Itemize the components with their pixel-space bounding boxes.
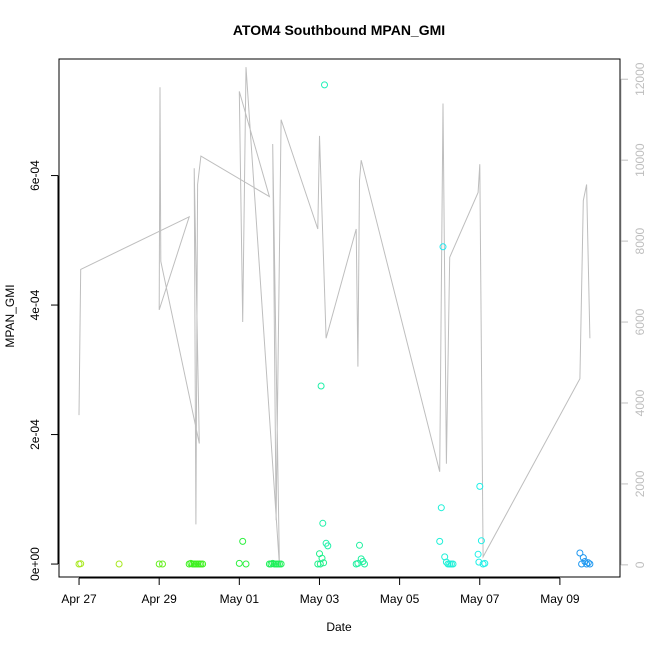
x-tick-label: May 01 xyxy=(220,592,260,606)
y-axis-left: 0e+00 2e-04 4e-04 6e-04 xyxy=(28,160,59,581)
data-point xyxy=(583,560,591,568)
data-point xyxy=(579,554,587,562)
y-axis-label: MPAN_GMI xyxy=(3,284,17,347)
data-point xyxy=(324,542,332,550)
x-tick-label: May 07 xyxy=(460,592,500,606)
data-point xyxy=(449,560,457,568)
y-tick-label: 4e-04 xyxy=(28,289,42,320)
data-point xyxy=(321,81,328,89)
data-point xyxy=(199,560,207,568)
data-point xyxy=(481,559,489,567)
x-tick-label: May 03 xyxy=(300,592,340,606)
data-point xyxy=(477,537,485,545)
data-point xyxy=(584,559,592,567)
data-point xyxy=(239,537,247,545)
y2-tick-label: 2000 xyxy=(633,470,647,497)
chart-title: ATOM4 Southbound MPAN_GMI xyxy=(233,22,445,38)
data-point xyxy=(474,550,482,558)
data-point xyxy=(576,549,584,557)
y2-tick-label: 0 xyxy=(633,561,647,568)
data-point xyxy=(356,541,363,549)
data-point xyxy=(361,560,368,568)
y-tick-label: 6e-04 xyxy=(28,160,42,191)
data-point xyxy=(439,243,447,251)
x-tick-label: Apr 29 xyxy=(141,592,177,606)
x-axis-label: Date xyxy=(326,620,352,634)
y2-tick-label: 6000 xyxy=(633,308,647,335)
x-axis: Apr 27 Apr 29 May 01 May 03 May 05 May 07 May … xyxy=(61,577,580,606)
data-point xyxy=(476,482,484,490)
y2-tick-label: 4000 xyxy=(633,389,647,416)
data-point xyxy=(319,519,327,527)
data-point xyxy=(320,559,328,567)
y-tick-label: 2e-04 xyxy=(28,419,42,450)
y-axis-right: 0 2000 4000 6000 8000 10000 12000 xyxy=(620,62,647,568)
x-tick-label: May 09 xyxy=(540,592,580,606)
data-point xyxy=(317,382,325,390)
data-point xyxy=(155,560,163,568)
data-point xyxy=(277,560,285,568)
y2-tick-label: 12000 xyxy=(633,62,647,96)
series-line-layer xyxy=(78,67,591,565)
data-point xyxy=(316,560,324,568)
data-point xyxy=(115,560,123,568)
data-point xyxy=(159,560,166,568)
data-point xyxy=(77,560,85,568)
data-point xyxy=(437,504,445,512)
x-tick-label: May 05 xyxy=(380,592,420,606)
series-line xyxy=(78,67,591,565)
data-point xyxy=(242,560,250,568)
y-tick-label: 0e+00 xyxy=(28,547,42,581)
data-point xyxy=(586,560,594,568)
data-point xyxy=(436,537,444,545)
series-points-layer xyxy=(75,81,594,568)
data-point xyxy=(235,559,243,567)
y2-tick-label: 8000 xyxy=(633,227,647,254)
x-tick-label: Apr 27 xyxy=(61,592,97,606)
plot-frame xyxy=(58,58,621,578)
y2-tick-label: 10000 xyxy=(633,143,647,177)
